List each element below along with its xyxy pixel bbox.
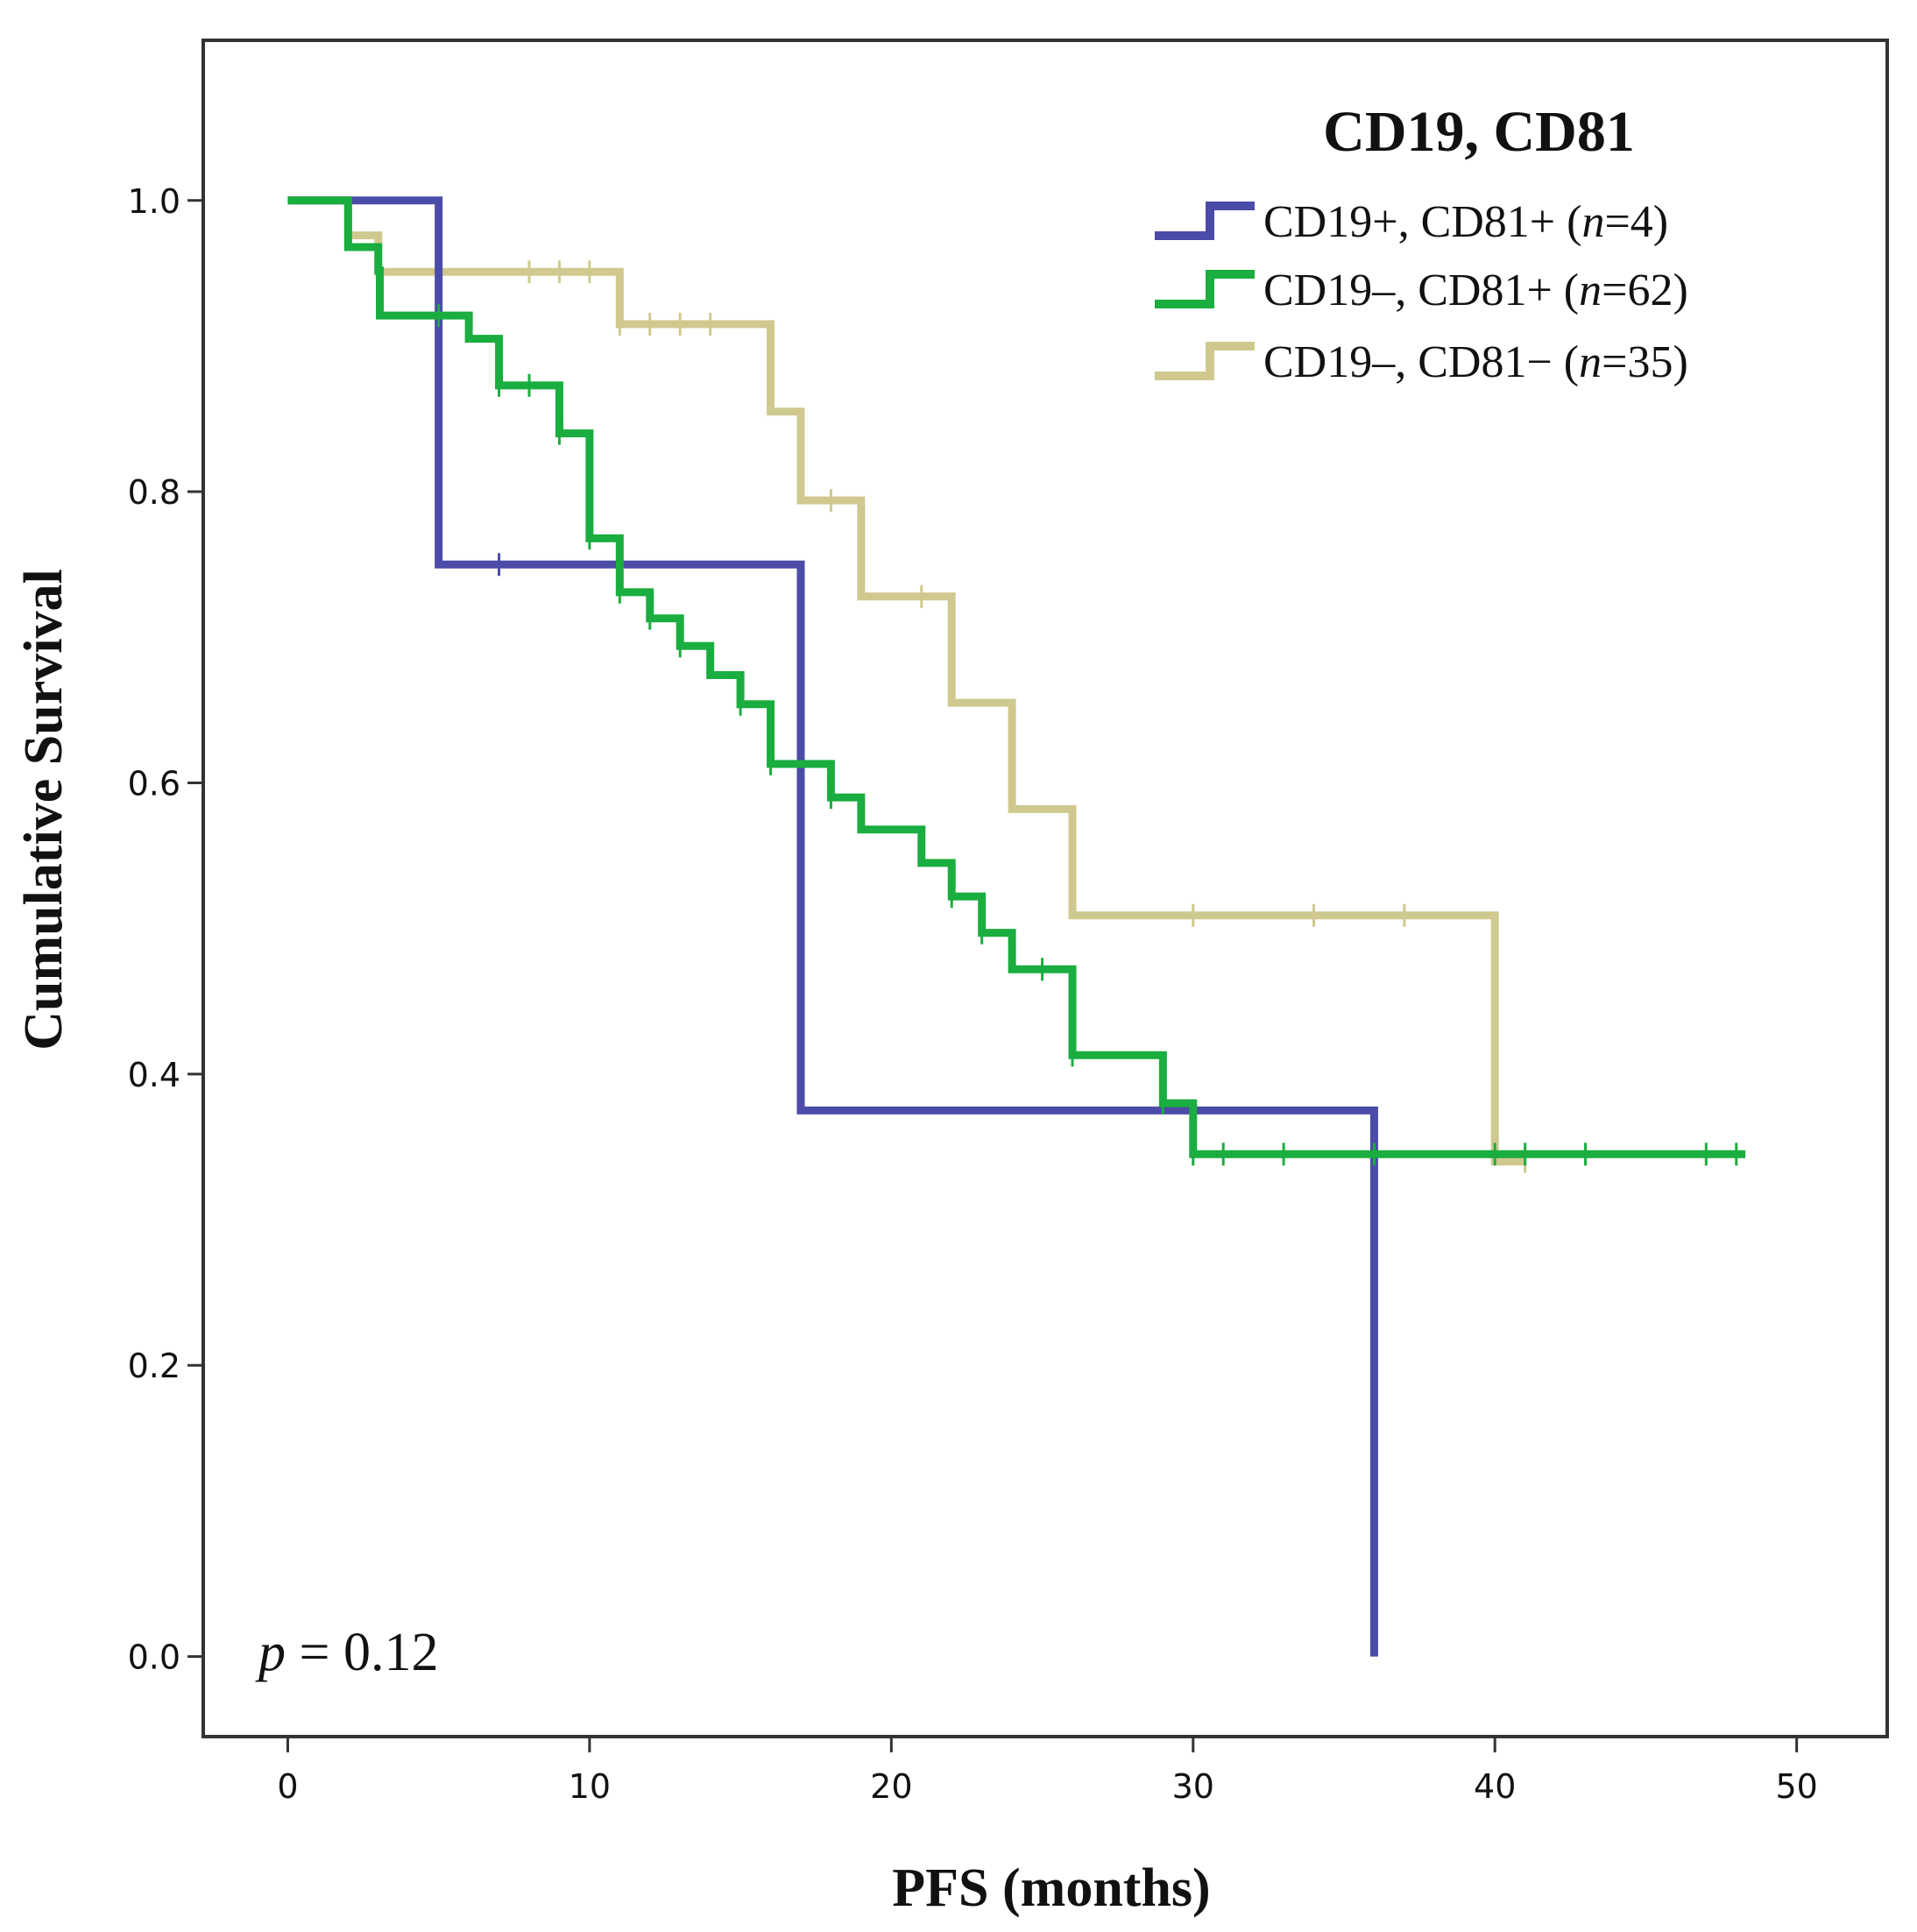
series-line — [287, 196, 1378, 1657]
legend-label-post: =4) — [1604, 197, 1668, 247]
series-layer — [287, 196, 1746, 1657]
legend-item-3: CD19–, CD81− (n=35) — [1155, 337, 1688, 387]
legend-label-pre: CD19+, CD81+ ( — [1263, 197, 1581, 247]
legend-label-pre: CD19–, CD81+ ( — [1263, 265, 1579, 315]
x-tick-label: 0 — [277, 1767, 298, 1806]
legend-label: CD19+, CD81+ (n=4) — [1263, 197, 1668, 247]
series-2 — [287, 196, 1746, 1166]
plot-frame — [202, 39, 1889, 1738]
legend-swatch — [1155, 270, 1255, 308]
series-1 — [287, 196, 1378, 1657]
p-value-text: = 0.12 — [286, 1623, 438, 1682]
y-tick-label: 0.2 — [128, 1347, 180, 1385]
legend: CD19+, CD81+ (n=4)CD19–, CD81+ (n=62)CD1… — [1155, 197, 1688, 387]
legend-label-italic: n — [1581, 197, 1604, 247]
legend-swatch — [1155, 202, 1255, 240]
p-value-annotation: p = 0.12 — [255, 1623, 438, 1682]
x-tick-label: 30 — [1172, 1767, 1214, 1806]
legend-item-2: CD19–, CD81+ (n=62) — [1155, 265, 1688, 315]
y-tick-label: 0.8 — [128, 473, 180, 512]
legend-swatch — [1155, 342, 1255, 380]
y-tick-label: 1.0 — [128, 182, 180, 221]
x-tick-label: 10 — [569, 1767, 611, 1806]
x-tick-label: 50 — [1775, 1767, 1817, 1806]
legend-label: CD19–, CD81− (n=35) — [1263, 337, 1688, 387]
legend-label-italic: n — [1579, 337, 1602, 387]
chart-title: CD19, CD81 — [1323, 100, 1635, 164]
y-tick-label: 0.6 — [128, 765, 180, 803]
p-value-italic: p — [255, 1623, 286, 1682]
legend-label-post: =35) — [1602, 337, 1688, 387]
series-line — [287, 196, 1746, 1158]
y-axis-title: Cumulative Survival — [14, 569, 74, 1050]
x-tick-label: 40 — [1474, 1767, 1516, 1806]
y-tick-label: 0.4 — [128, 1056, 180, 1094]
x-axis-title: PFS (months) — [892, 1858, 1210, 1918]
x-tick-label: 20 — [870, 1767, 912, 1806]
y-axis: 0.0 0.2 0.4 0.6 0.8 1.0 — [128, 182, 203, 1677]
legend-label-post: =62) — [1602, 265, 1688, 315]
legend-label: CD19–, CD81+ (n=62) — [1263, 265, 1688, 315]
x-axis: 0 10 20 30 40 50 — [277, 1737, 1818, 1806]
y-tick-label: 0.0 — [128, 1638, 180, 1677]
legend-label-pre: CD19–, CD81− ( — [1263, 337, 1579, 387]
legend-label-italic: n — [1579, 265, 1602, 315]
legend-item-1: CD19+, CD81+ (n=4) — [1155, 197, 1668, 247]
